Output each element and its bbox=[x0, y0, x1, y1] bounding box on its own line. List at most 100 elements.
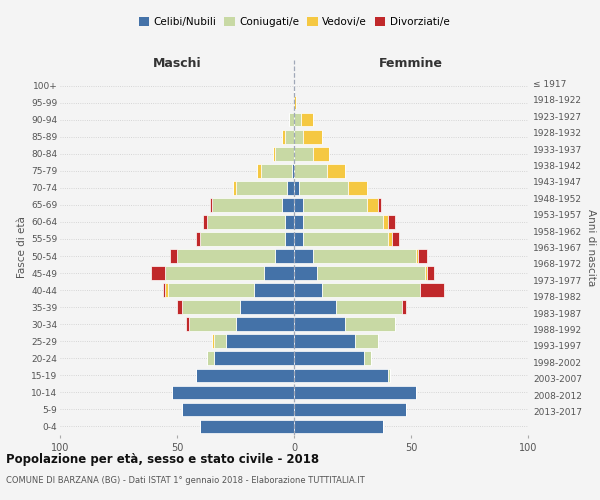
Bar bbox=[289, 113, 294, 126]
Bar bbox=[294, 420, 383, 434]
Bar bbox=[196, 232, 200, 246]
Bar bbox=[425, 266, 427, 280]
Bar bbox=[294, 113, 301, 126]
Bar bbox=[166, 284, 167, 297]
Bar bbox=[294, 402, 406, 416]
Bar bbox=[200, 420, 294, 434]
Bar bbox=[294, 215, 304, 229]
Bar bbox=[275, 147, 294, 160]
Bar bbox=[236, 181, 287, 194]
Bar bbox=[284, 232, 294, 246]
Bar bbox=[261, 164, 292, 177]
Text: Femmine: Femmine bbox=[379, 57, 443, 70]
Bar bbox=[294, 318, 346, 331]
Bar bbox=[378, 198, 380, 211]
Bar bbox=[304, 198, 367, 211]
Bar bbox=[284, 215, 294, 229]
Bar bbox=[383, 215, 388, 229]
Bar bbox=[327, 164, 346, 177]
Bar bbox=[212, 198, 283, 211]
Bar bbox=[283, 130, 284, 143]
Text: Popolazione per età, sesso e stato civile - 2018: Popolazione per età, sesso e stato civil… bbox=[6, 452, 319, 466]
Bar bbox=[182, 300, 240, 314]
Bar bbox=[151, 266, 166, 280]
Bar bbox=[208, 352, 214, 365]
Bar bbox=[214, 352, 294, 365]
Bar bbox=[294, 334, 355, 348]
Bar bbox=[294, 386, 416, 399]
Bar bbox=[304, 215, 383, 229]
Bar bbox=[214, 334, 226, 348]
Bar bbox=[294, 147, 313, 160]
Bar bbox=[167, 284, 254, 297]
Bar bbox=[301, 113, 313, 126]
Bar bbox=[210, 198, 212, 211]
Bar bbox=[233, 181, 235, 194]
Bar bbox=[294, 352, 364, 365]
Bar bbox=[294, 198, 304, 211]
Bar bbox=[187, 318, 188, 331]
Bar bbox=[418, 249, 427, 263]
Bar bbox=[254, 284, 294, 297]
Bar bbox=[294, 249, 313, 263]
Bar bbox=[294, 130, 304, 143]
Bar bbox=[364, 352, 371, 365]
Bar bbox=[294, 266, 317, 280]
Bar bbox=[388, 368, 390, 382]
Bar bbox=[165, 266, 263, 280]
Bar bbox=[421, 284, 444, 297]
Bar bbox=[294, 164, 327, 177]
Bar bbox=[294, 181, 299, 194]
Bar bbox=[416, 249, 418, 263]
Bar bbox=[208, 215, 284, 229]
Bar bbox=[240, 300, 294, 314]
Bar bbox=[284, 130, 294, 143]
Bar bbox=[313, 249, 416, 263]
Bar bbox=[388, 232, 392, 246]
Bar bbox=[317, 266, 425, 280]
Bar bbox=[388, 215, 395, 229]
Bar bbox=[292, 164, 294, 177]
Y-axis label: Anni di nascita: Anni di nascita bbox=[586, 209, 596, 286]
Bar bbox=[336, 300, 401, 314]
Bar bbox=[163, 284, 166, 297]
Bar bbox=[172, 386, 294, 399]
Bar bbox=[313, 147, 329, 160]
Bar bbox=[322, 284, 421, 297]
Bar bbox=[226, 334, 294, 348]
Text: Maschi: Maschi bbox=[152, 57, 202, 70]
Bar bbox=[367, 198, 378, 211]
Bar bbox=[294, 300, 336, 314]
Bar bbox=[196, 368, 294, 382]
Bar bbox=[355, 334, 378, 348]
Bar bbox=[401, 300, 406, 314]
Bar bbox=[177, 300, 182, 314]
Bar bbox=[294, 232, 304, 246]
Bar bbox=[177, 249, 275, 263]
Legend: Celibi/Nubili, Coniugati/e, Vedovi/e, Divorziati/e: Celibi/Nubili, Coniugati/e, Vedovi/e, Di… bbox=[134, 12, 454, 31]
Bar bbox=[263, 266, 294, 280]
Y-axis label: Fasce di età: Fasce di età bbox=[17, 216, 27, 278]
Bar bbox=[200, 232, 284, 246]
Bar bbox=[392, 232, 400, 246]
Bar bbox=[346, 318, 395, 331]
Bar bbox=[304, 130, 322, 143]
Bar bbox=[283, 198, 294, 211]
Bar bbox=[294, 284, 322, 297]
Bar bbox=[287, 181, 294, 194]
Bar bbox=[170, 249, 177, 263]
Bar bbox=[304, 232, 388, 246]
Text: COMUNE DI BARZANA (BG) - Dati ISTAT 1° gennaio 2018 - Elaborazione TUTTITALIA.IT: COMUNE DI BARZANA (BG) - Dati ISTAT 1° g… bbox=[6, 476, 365, 485]
Bar bbox=[348, 181, 367, 194]
Bar bbox=[294, 96, 296, 110]
Bar bbox=[275, 249, 294, 263]
Bar bbox=[212, 334, 214, 348]
Bar bbox=[188, 318, 235, 331]
Bar bbox=[294, 368, 388, 382]
Bar bbox=[235, 318, 294, 331]
Bar bbox=[203, 215, 208, 229]
Bar bbox=[273, 147, 275, 160]
Bar bbox=[299, 181, 348, 194]
Bar bbox=[427, 266, 434, 280]
Bar bbox=[257, 164, 261, 177]
